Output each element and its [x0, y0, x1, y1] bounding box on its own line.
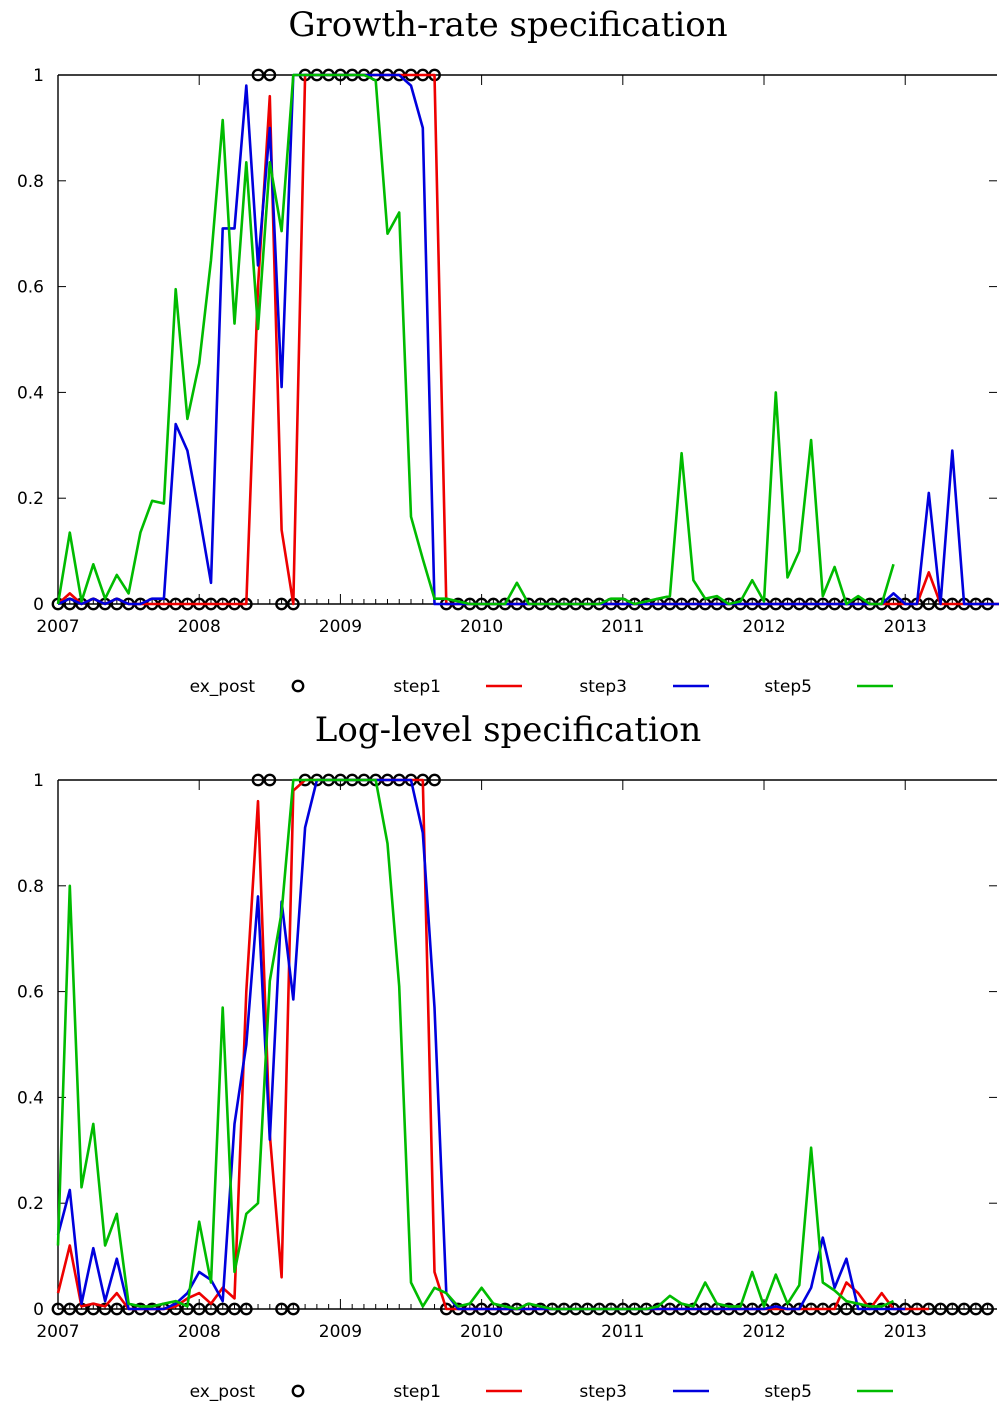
x-tick-label: 2008: [178, 617, 221, 637]
ex-post-marker: [98, 1302, 112, 1316]
legend-label: step5: [764, 677, 812, 697]
legend-label: step1: [393, 1382, 441, 1402]
x-tick-label: 2013: [884, 617, 927, 637]
ex-post-marker: [839, 1302, 853, 1316]
ex-post-marker: [275, 1302, 288, 1316]
y-tick-label: 0.4: [17, 383, 44, 403]
y-tick-label: 1: [33, 66, 44, 86]
ex-post-marker: [239, 1302, 253, 1316]
ex-post-marker: [192, 1302, 206, 1316]
y-tick-label: 1: [33, 771, 44, 791]
step1-series-line: [56, 778, 929, 1311]
legend-marker: [291, 679, 305, 693]
y-tick-label: 0.8: [17, 877, 44, 897]
y-tick-label: 0.2: [17, 489, 44, 509]
ex-post-marker: [110, 1302, 124, 1316]
y-tick-label: 0.8: [17, 172, 44, 192]
ex-post-marker: [263, 773, 277, 787]
x-tick-label: 2007: [36, 1322, 79, 1342]
step5-series-line: [56, 73, 895, 606]
ex-post-marker: [981, 1302, 994, 1316]
step3-series-line: [57, 73, 999, 606]
ex-post-marker: [51, 1302, 65, 1316]
chart-title: Log-level specification: [315, 710, 701, 750]
step5-series-line: [56, 778, 895, 1311]
legend-label: ex_post: [190, 677, 256, 697]
x-tick-label: 2007: [36, 617, 79, 637]
y-tick-label: 0: [33, 595, 44, 615]
x-tick-label: 2010: [460, 1322, 503, 1342]
y-tick-label: 0.4: [17, 1088, 44, 1108]
x-tick-label: 2011: [601, 617, 644, 637]
legend-label: step3: [579, 677, 627, 697]
log-level-chart-panel: Log-level specification 0 0.2 0.4 0.6 0.8 1 20…: [0, 705, 999, 1405]
ex-post-marker: [251, 773, 265, 787]
ex-post-marker: [251, 68, 265, 82]
ex-post-marker: [216, 1302, 230, 1316]
legend-label: step5: [764, 1382, 812, 1402]
ex-post-marker: [275, 597, 288, 611]
x-tick-label: 2009: [319, 617, 362, 637]
legend-label: step3: [579, 1382, 627, 1402]
ex-post-marker: [922, 597, 936, 611]
y-tick-label: 0.2: [17, 1194, 44, 1214]
x-tick-label: 2010: [460, 617, 503, 637]
y-tick-label: 0.6: [17, 278, 44, 298]
log-level-chart: Log-level specification 0 0.2 0.4 0.6 0.8 1 20…: [17, 710, 997, 1402]
ex-post-marker: [286, 1302, 300, 1316]
growth-rate-chart: Growth-rate specification 0 0.2 0.4 0.6 0.8 1…: [17, 5, 999, 697]
legend-label: ex_post: [190, 1382, 256, 1402]
ex-post-marker: [228, 1302, 241, 1316]
x-tick-label: 2009: [319, 1322, 362, 1342]
step3-series-line: [56, 778, 906, 1311]
x-tick-label: 2012: [742, 617, 785, 637]
legend-marker: [291, 1384, 305, 1398]
legend-label: step1: [393, 677, 441, 697]
growth-rate-chart-panel: Growth-rate specification 0 0.2 0.4 0.6 0.8 1…: [0, 0, 999, 700]
ex-post-marker: [969, 1302, 983, 1316]
ex-post-marker: [428, 773, 441, 787]
x-tick-label: 2011: [601, 1322, 644, 1342]
x-tick-label: 2008: [178, 1322, 221, 1342]
chart-title: Growth-rate specification: [288, 5, 727, 45]
ex-post-marker: [934, 1302, 947, 1316]
step1-series-line: [57, 73, 999, 606]
ex-post-marker: [945, 1302, 959, 1316]
x-tick-label: 2013: [884, 1322, 927, 1342]
ex-post-marker: [63, 1302, 77, 1316]
ex-post-marker: [263, 68, 277, 82]
x-tick-label: 2012: [742, 1322, 785, 1342]
y-tick-label: 0: [33, 1300, 44, 1320]
ex-post-marker: [957, 1302, 971, 1316]
y-tick-label: 0.6: [17, 983, 44, 1003]
